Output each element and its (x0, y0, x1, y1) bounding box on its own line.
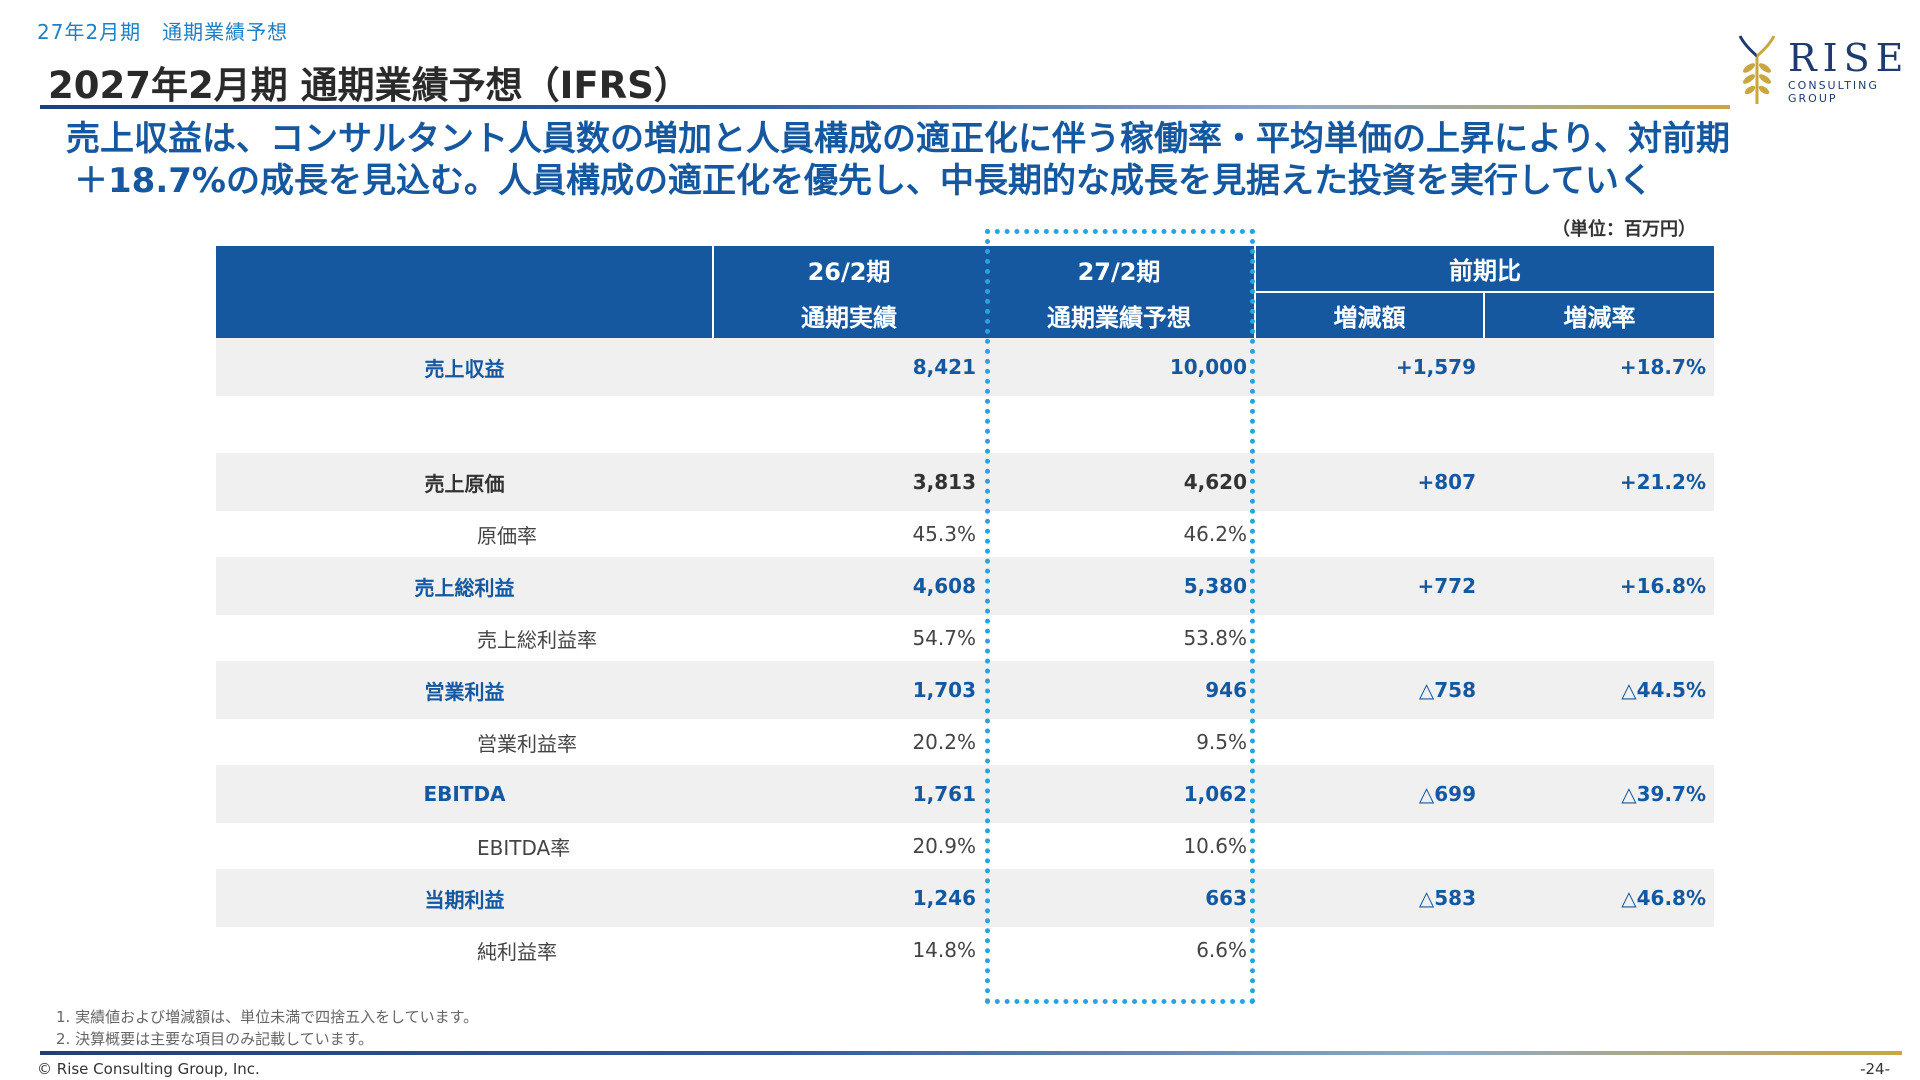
fy26-value: 1,246 (713, 869, 984, 927)
spacer-cell (984, 396, 1255, 453)
header-blank (216, 246, 713, 338)
table-row-spacer (216, 396, 1714, 453)
table-row-operating-margin: 営業利益率 20.2% 9.5% (216, 719, 1714, 765)
header-rate: 増減率 (1483, 292, 1714, 338)
company-logo: RISE CONSULTING GROUP (1728, 34, 1908, 106)
footnote-1: 1. 実績値および増減額は、単位未満で四捨五入をしています。 (56, 1008, 479, 1026)
wheat-emblem-icon (1738, 35, 1776, 104)
header-fy27-forecast: 通期業績予想 (984, 292, 1255, 338)
rate-value: +16.8% (1484, 557, 1714, 615)
row-sublabel: 原価率 (477, 523, 537, 548)
row-sublabel: 売上総利益率 (477, 627, 597, 652)
header-fy26-actual: 通期実績 (712, 292, 984, 338)
header-fy27-period: 27/2期 (984, 246, 1255, 292)
page-number: -24- (1860, 1060, 1890, 1078)
fy26-value: 1,761 (713, 765, 984, 823)
table-row-operating-profit: 営業利益 1,703 946 △758 △44.5% (216, 661, 1714, 719)
fy27-value: 946 (984, 661, 1255, 719)
table-row-cogs: 売上原価 3,813 4,620 +807 +21.2% (216, 453, 1714, 511)
table-row-ebitda: EBITDA 1,761 1,062 △699 △39.7% (216, 765, 1714, 823)
footnotes: 1. 実績値および増減額は、単位未満で四捨五入をしています。 2. 決算概要は主… (56, 1006, 478, 1050)
fy26-ratio: 54.7% (713, 615, 984, 661)
diff-value: +1,579 (1255, 338, 1484, 396)
spacer-cell (713, 396, 984, 453)
table-row-ebitda-margin: EBITDA率 20.9% 10.6% (216, 823, 1714, 869)
diff-value: △758 (1255, 661, 1484, 719)
footer-divider (40, 1051, 1902, 1055)
summary-text: 売上収益は、コンサルタント人員数の増加と人員構成の適正化に伴う稼働率・平均単価の… (66, 118, 1866, 202)
fy27-value: 5,380 (984, 557, 1255, 615)
row-label: 当期利益 (216, 869, 713, 927)
fy27-value: 10,000 (984, 338, 1255, 396)
logo-sub2: GROUP (1788, 92, 1838, 105)
footnote-2: 2. 決算概要は主要な項目のみ記載しています。 (56, 1030, 374, 1048)
fy26-ratio: 20.9% (713, 823, 984, 869)
financial-forecast-table: 26/2期 27/2期 前期比 通期実績 通期業績予想 増減額 増減率 売上収益… (216, 246, 1714, 973)
table-row-cogs-ratio: 原価率 45.3% 46.2% (216, 511, 1714, 557)
row-label: 売上原価 (216, 453, 713, 511)
row-sublabel: 営業利益率 (477, 731, 577, 756)
summary-line-2: ＋18.7%の成長を見込む。人員構成の適正化を優先し、中長期的な成長を見据えた投… (74, 161, 1653, 201)
breadcrumb: 27年2月期 通期業績予想 (37, 20, 289, 44)
fy27-value: 1,062 (984, 765, 1255, 823)
rate-value: △39.7% (1484, 765, 1714, 823)
diff-value: +807 (1255, 453, 1484, 511)
rate-value: +18.7% (1484, 338, 1714, 396)
fy26-value: 3,813 (713, 453, 984, 511)
spacer-cell (1484, 396, 1714, 453)
row-label: 売上収益 (216, 338, 713, 396)
table-row-revenue: 売上収益 8,421 10,000 +1,579 +18.7% (216, 338, 1714, 396)
page-title: 2027年2月期 通期業績予想（IFRS） (48, 64, 691, 107)
fy27-ratio: 46.2% (984, 511, 1255, 557)
spacer-cell (216, 396, 713, 453)
fy27-ratio: 9.5% (984, 719, 1255, 765)
fy26-value: 1,703 (713, 661, 984, 719)
logo-wordmark: RISE (1788, 36, 1910, 80)
logo-sub1: CONSULTING (1788, 79, 1879, 92)
table-row-gross-margin: 売上総利益率 54.7% 53.8% (216, 615, 1714, 661)
table-row-net-margin: 純利益率 14.8% 6.6% (216, 927, 1714, 973)
diff-value: △699 (1255, 765, 1484, 823)
rate-value: △44.5% (1484, 661, 1714, 719)
diff-value: △583 (1255, 869, 1484, 927)
title-divider (40, 105, 1730, 109)
logo-subtitle: CONSULTING GROUP (1788, 79, 1879, 105)
fy26-value: 8,421 (713, 338, 984, 396)
fy26-ratio: 14.8% (713, 927, 984, 973)
row-sublabel: EBITDA率 (477, 835, 571, 860)
header-diff: 増減額 (1254, 292, 1484, 338)
fy27-value: 663 (984, 869, 1255, 927)
unit-label: （単位：百万円） (1552, 219, 1696, 240)
fy27-ratio: 6.6% (984, 927, 1255, 973)
rate-value: △46.8% (1484, 869, 1714, 927)
fy26-ratio: 20.2% (713, 719, 984, 765)
spacer-cell (1255, 396, 1484, 453)
table-row-net-profit: 当期利益 1,246 663 △583 △46.8% (216, 869, 1714, 927)
table-row-gross-profit: 売上総利益 4,608 5,380 +772 +16.8% (216, 557, 1714, 615)
fy27-ratio: 53.8% (984, 615, 1255, 661)
rate-value: +21.2% (1484, 453, 1714, 511)
fy27-ratio: 10.6% (984, 823, 1255, 869)
row-label: 売上総利益 (216, 557, 713, 615)
fy27-value: 4,620 (984, 453, 1255, 511)
summary-line-1: 売上収益は、コンサルタント人員数の増加と人員構成の適正化に伴う稼働率・平均単価の… (66, 119, 1730, 159)
row-sublabel: 純利益率 (477, 939, 557, 964)
header-yoy-group: 前期比 (1254, 246, 1714, 293)
diff-value: +772 (1255, 557, 1484, 615)
header-fy26-period: 26/2期 (712, 246, 984, 292)
fy26-value: 4,608 (713, 557, 984, 615)
row-label: EBITDA (216, 765, 713, 823)
copyright: © Rise Consulting Group, Inc. (37, 1060, 260, 1078)
fy26-ratio: 45.3% (713, 511, 984, 557)
row-label: 営業利益 (216, 661, 713, 719)
forecast-column-highlight (985, 229, 1255, 1004)
